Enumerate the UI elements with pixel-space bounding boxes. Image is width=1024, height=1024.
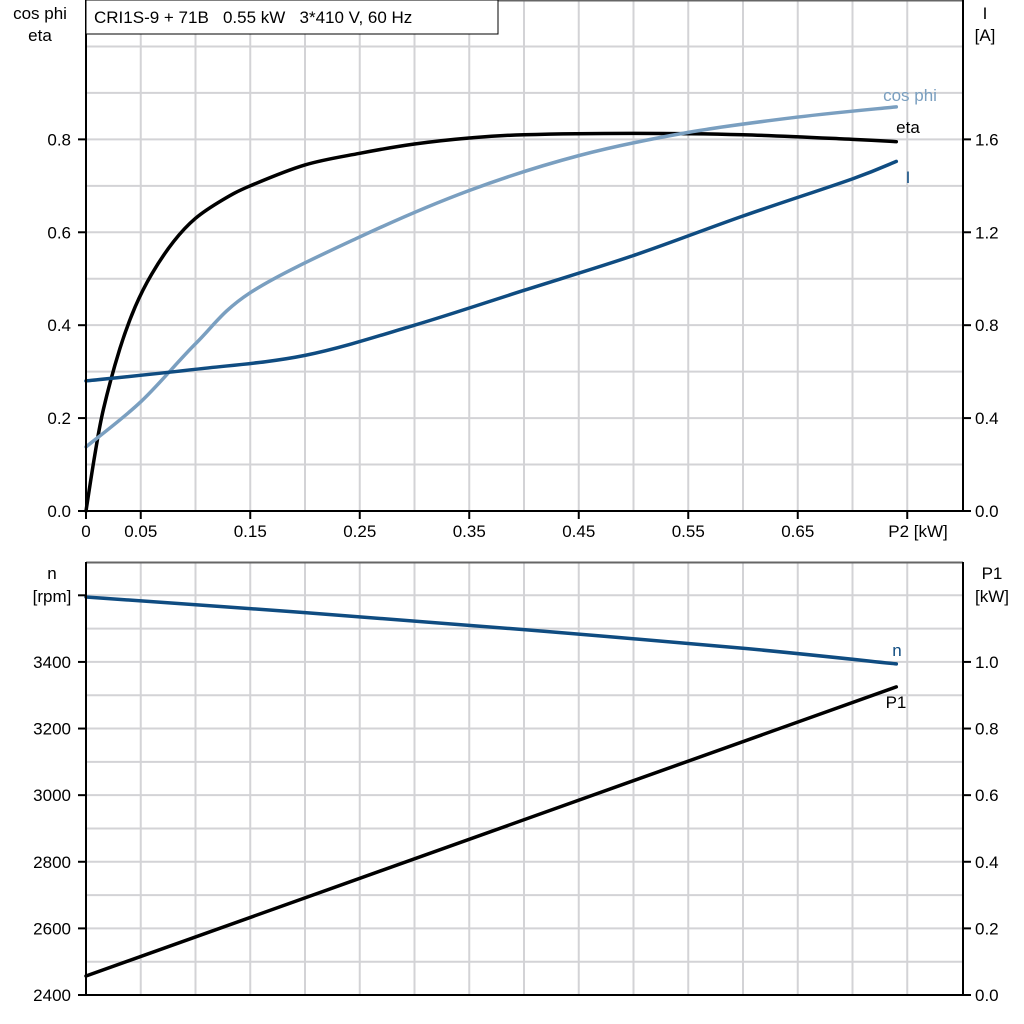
y-tick-label-right: 0.2 [975,919,999,938]
x-tick-label: 0.55 [672,522,705,541]
y-tick-label-right: 0.8 [975,720,999,739]
top-grid [86,0,962,511]
x-tick-label: 0 [81,522,90,541]
y-tick-label-left: 0.4 [47,316,71,335]
bottom-right-ylabel-1: P1 [982,564,1003,583]
curves [84,105,899,978]
y-tick-label-left: 3200 [33,720,71,739]
y-tick-label-right: 0.0 [975,986,999,1005]
y-tick-label-right: 0.4 [975,853,999,872]
y-tick-label-right: 1.0 [975,653,999,672]
series-line-n [84,595,899,666]
bottom-left-ylabel-2: [rpm] [33,587,72,606]
y-tick-label-left: 2800 [33,853,71,872]
title-box [85,0,499,35]
y-tick-label-right: 1.2 [975,223,999,242]
x-tick-label: 0.35 [453,522,486,541]
top-xlabel: P2 [kW] [888,522,948,541]
y-tick-label-right: 0.8 [975,316,999,335]
x-tick-label: 0.25 [343,522,376,541]
series-line-i [84,159,899,383]
label-cos-phi: cos phi [883,86,937,105]
y-tick-label-left: 3000 [33,786,71,805]
top-left-ylabel-2: eta [28,26,52,45]
y-tick-label-left: 3400 [33,653,71,672]
y-tick-label-left: 2600 [33,919,71,938]
bottom-right-ylabel-2: [kW] [975,587,1009,606]
axes: 0.0 0.2 0.4 0.6 0.8 0.0 0.4 0.8 1.2 1.6 2400 2600 28… [33,0,999,1005]
y-tick-label-right: 0.6 [975,786,999,805]
top-left-ylabel-1: cos phi [13,4,67,23]
y-tick-label-left: 2400 [33,986,71,1005]
series-line-eta [84,131,899,513]
y-tick-label-right: 0.0 [975,502,999,521]
label-i: I [906,168,911,187]
x-tick-label: 0.15 [234,522,267,541]
y-tick-label-left: 0.2 [47,409,71,428]
y-tick-label-left: 0.0 [47,502,71,521]
top-right-ylabel-1: I [983,4,988,23]
top-right-ylabel-2: [A] [975,26,996,45]
x-tick-label: 0.65 [781,522,814,541]
y-tick-label-left: 0.6 [47,223,71,242]
series-line-p1 [84,685,899,978]
series-line-cos-phi [84,105,899,449]
chart-title: CRI1S-9 + 71B 0.55 kW 3*410 V, 60 Hz [94,8,412,27]
y-tick-label-right: 1.6 [975,130,999,149]
y-tick-label-left: 0.8 [47,130,71,149]
x-tick-label: 0.45 [562,522,595,541]
label-p1: P1 [886,693,907,712]
x-tick-label: 0.05 [124,522,157,541]
y-tick-label-right: 0.4 [975,409,999,428]
label-n: n [892,641,901,660]
label-eta: eta [896,118,920,137]
bottom-left-ylabel-1: n [47,564,56,583]
